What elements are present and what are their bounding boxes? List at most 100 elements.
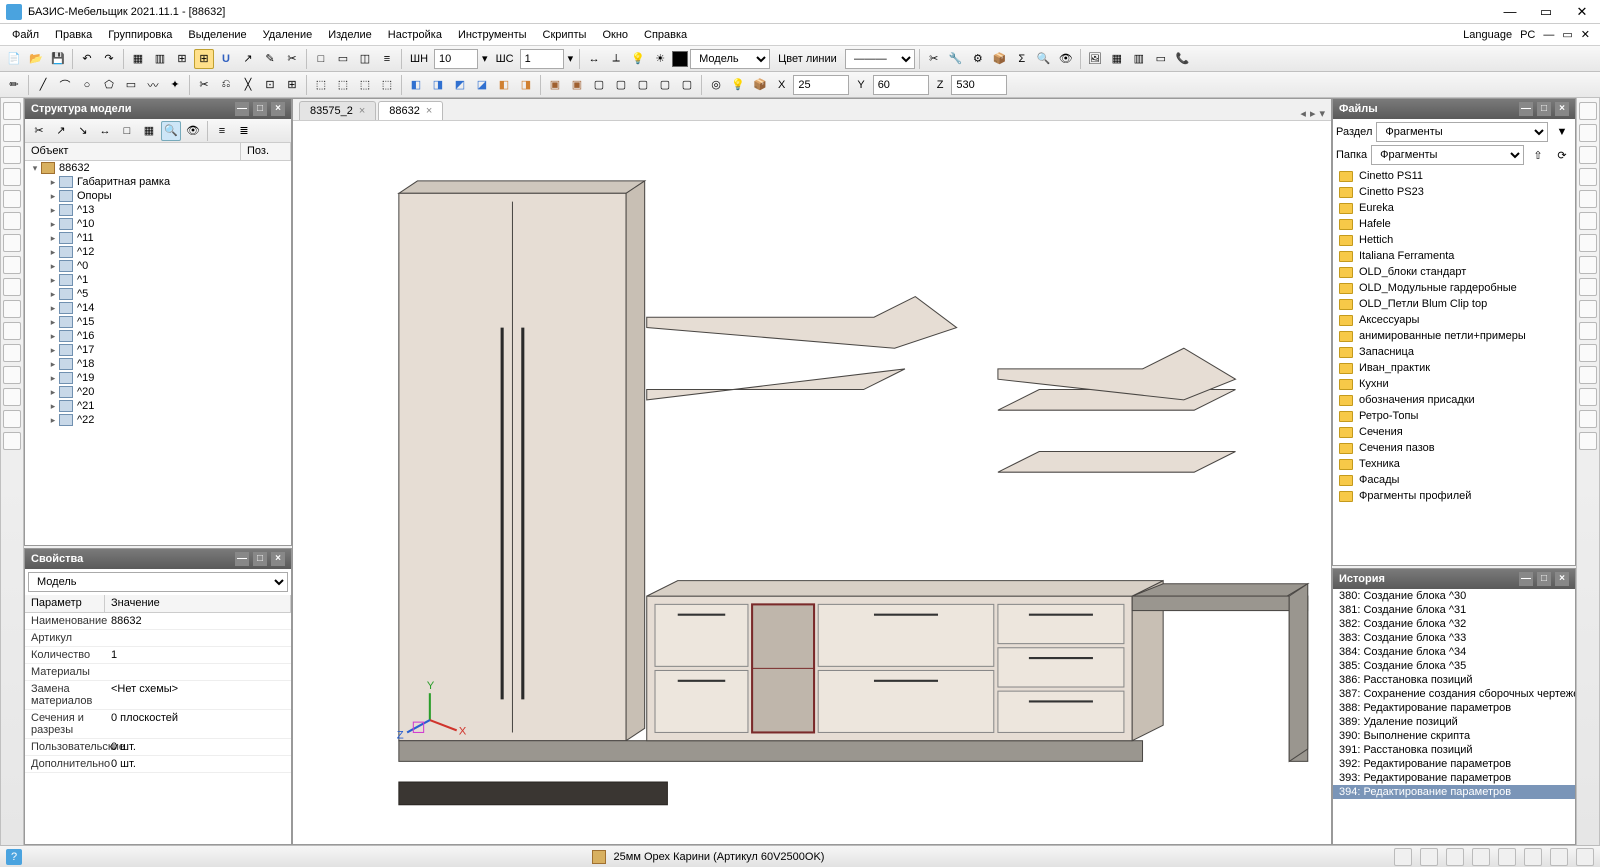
rail-icon[interactable]: [1579, 190, 1597, 208]
folder-select[interactable]: Фрагменты: [1371, 145, 1524, 165]
rail-icon[interactable]: [3, 278, 21, 296]
tree-item[interactable]: ▸^14: [25, 301, 291, 315]
struct-tool[interactable]: ↗: [51, 121, 71, 141]
rail-icon[interactable]: [3, 102, 21, 120]
tree-item[interactable]: ▸^10: [25, 217, 291, 231]
tool-btn-10[interactable]: ≡: [377, 49, 397, 69]
y-input[interactable]: [873, 75, 929, 95]
folder-row[interactable]: OLD_Петли Blum Clip top: [1333, 296, 1575, 312]
tab-close-icon[interactable]: ×: [426, 105, 432, 117]
property-row[interactable]: Наименование88632: [25, 613, 291, 630]
tree-item[interactable]: ▸^12: [25, 245, 291, 259]
menu-scripts[interactable]: Скрипты: [535, 27, 595, 43]
folder-row[interactable]: Cinetto PS23: [1333, 184, 1575, 200]
rail-icon[interactable]: [1579, 432, 1597, 450]
tool-btn-b[interactable]: 🔧: [946, 49, 966, 69]
status-btn[interactable]: [1394, 848, 1412, 866]
misc-tool-1[interactable]: ◎: [706, 75, 726, 95]
draw-circle[interactable]: ○: [77, 75, 97, 95]
dim-tool-2[interactable]: ⟂: [606, 49, 626, 69]
property-row[interactable]: Замена материалов<Нет схемы>: [25, 681, 291, 710]
tool-btn-9[interactable]: ◫: [355, 49, 375, 69]
rail-icon[interactable]: [1579, 278, 1597, 296]
new-file-button[interactable]: 📄: [4, 49, 24, 69]
asm-tool-2[interactable]: ⬚: [333, 75, 353, 95]
history-row[interactable]: 394: Редактирование параметров: [1333, 785, 1575, 799]
struct-tool[interactable]: ≡: [212, 121, 232, 141]
folder-row[interactable]: Запасница: [1333, 344, 1575, 360]
view-iso-2[interactable]: ◨: [428, 75, 448, 95]
tab-nav-left-icon[interactable]: ◂: [1300, 107, 1306, 120]
tool-btn-h[interactable]: ▦: [1107, 49, 1127, 69]
tree-item[interactable]: ▸^0: [25, 259, 291, 273]
mdi-maximize-button[interactable]: ▭: [1562, 28, 1572, 41]
z-input[interactable]: [951, 75, 1007, 95]
panel-close-icon[interactable]: ×: [271, 102, 285, 116]
struct-tool[interactable]: ↘: [73, 121, 93, 141]
document-tab[interactable]: 88632×: [378, 101, 443, 120]
property-row[interactable]: Пользовательские0 шт.: [25, 739, 291, 756]
folder-row[interactable]: Иван_практик: [1333, 360, 1575, 376]
rail-icon[interactable]: [1579, 388, 1597, 406]
tool-btn-a[interactable]: ✂: [924, 49, 944, 69]
rail-icon[interactable]: [3, 124, 21, 142]
folder-row[interactable]: Cinetto PS11: [1333, 168, 1575, 184]
tool-btn-1[interactable]: ▦: [128, 49, 148, 69]
minimize-button[interactable]: —: [1498, 5, 1522, 18]
misc-tool-3[interactable]: 📦: [750, 75, 770, 95]
view-iso-4[interactable]: ◪: [472, 75, 492, 95]
help-icon[interactable]: ?: [6, 849, 22, 865]
folder-row[interactable]: Hettich: [1333, 232, 1575, 248]
history-row[interactable]: 393: Редактирование параметров: [1333, 771, 1575, 785]
folder-row[interactable]: Фрагменты профилей: [1333, 488, 1575, 504]
menu-file[interactable]: Файл: [4, 27, 47, 43]
rail-icon[interactable]: [3, 168, 21, 186]
tree-item[interactable]: ▸Опоры: [25, 189, 291, 203]
grid-button[interactable]: ⊞: [194, 49, 214, 69]
rail-icon[interactable]: [3, 256, 21, 274]
struct-tool[interactable]: ✂: [29, 121, 49, 141]
close-button[interactable]: ✕: [1570, 5, 1594, 18]
x-input[interactable]: [793, 75, 849, 95]
property-row[interactable]: Сечения и разрезы0 плоскостей: [25, 710, 291, 739]
viewport-3d[interactable]: Y X Z: [293, 121, 1331, 844]
history-row[interactable]: 387: Сохранение создания сборочных черте…: [1333, 687, 1575, 701]
folder-row[interactable]: Фасады: [1333, 472, 1575, 488]
folder-row[interactable]: Техника: [1333, 456, 1575, 472]
tool-btn-d[interactable]: 📦: [990, 49, 1010, 69]
rail-icon[interactable]: [1579, 124, 1597, 142]
history-row[interactable]: 388: Редактирование параметров: [1333, 701, 1575, 715]
struct-tool[interactable]: □: [117, 121, 137, 141]
rail-icon[interactable]: [3, 234, 21, 252]
tool-btn-j[interactable]: ▭: [1151, 49, 1171, 69]
edit-tool-3[interactable]: ╳: [238, 75, 258, 95]
folder-row[interactable]: Аксессуары: [1333, 312, 1575, 328]
view-iso-1[interactable]: ◧: [406, 75, 426, 95]
filter-icon[interactable]: ▼: [1552, 122, 1572, 142]
struct-tool[interactable]: 🔍: [161, 121, 181, 141]
status-btn[interactable]: [1576, 848, 1594, 866]
menu-tools[interactable]: Инструменты: [450, 27, 535, 43]
tab-close-icon[interactable]: ×: [359, 105, 365, 117]
panel-max-icon[interactable]: □: [253, 552, 267, 566]
panel-max-icon[interactable]: □: [1537, 572, 1551, 586]
rail-icon[interactable]: [1579, 344, 1597, 362]
sun-icon[interactable]: ☀: [650, 49, 670, 69]
folder-row[interactable]: Italiana Ferramenta: [1333, 248, 1575, 264]
tree-item[interactable]: ▸^19: [25, 371, 291, 385]
model-select[interactable]: Модель: [690, 49, 770, 69]
history-row[interactable]: 386: Расстановка позиций: [1333, 673, 1575, 687]
tool-btn-i[interactable]: ▥: [1129, 49, 1149, 69]
files-list[interactable]: Cinetto PS11Cinetto PS23EurekaHafeleHett…: [1333, 168, 1575, 565]
draw-line[interactable]: ╱: [33, 75, 53, 95]
bulb-icon[interactable]: 💡: [628, 49, 648, 69]
draw-poly[interactable]: ⬠: [99, 75, 119, 95]
status-btn[interactable]: [1524, 848, 1542, 866]
menu-settings[interactable]: Настройка: [380, 27, 450, 43]
rail-icon[interactable]: [3, 146, 21, 164]
edit-tool-5[interactable]: ⊞: [282, 75, 302, 95]
status-btn[interactable]: [1550, 848, 1568, 866]
mdi-minimize-button[interactable]: —: [1543, 29, 1554, 41]
tool-btn-2[interactable]: ▥: [150, 49, 170, 69]
open-file-button[interactable]: 📂: [26, 49, 46, 69]
